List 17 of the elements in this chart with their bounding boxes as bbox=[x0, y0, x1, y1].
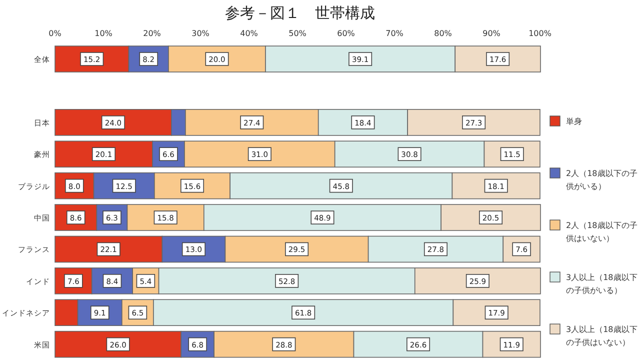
x-tick-label: 70% bbox=[386, 29, 404, 38]
x-tick-label: 20% bbox=[143, 29, 162, 38]
x-tick-label: 40% bbox=[240, 29, 258, 38]
legend-label: 2人（18歳以下の子供がいる） bbox=[566, 169, 638, 191]
x-tick-label: 50% bbox=[288, 29, 307, 38]
legend-label: 3人以上（18歳以下の子供がいる） bbox=[566, 273, 638, 295]
x-tick-label: 0% bbox=[48, 29, 62, 38]
x-tick-label: 30% bbox=[192, 29, 210, 38]
x-tick-label: 60% bbox=[337, 29, 356, 38]
chart-title: 参考－図１ 世帯構成 bbox=[225, 4, 375, 22]
legend-label: 3人以上（18歳以下の子供はいない） bbox=[566, 325, 638, 347]
x-tick-label: 80% bbox=[434, 29, 452, 38]
x-tick-label: 90% bbox=[482, 29, 501, 38]
x-tick-label: 10% bbox=[94, 29, 113, 38]
legend-label: 2人（18歳以下の子供はいない） bbox=[566, 221, 638, 243]
legend-label: 単身 bbox=[566, 117, 582, 126]
x-tick-label: 100% bbox=[528, 29, 552, 38]
